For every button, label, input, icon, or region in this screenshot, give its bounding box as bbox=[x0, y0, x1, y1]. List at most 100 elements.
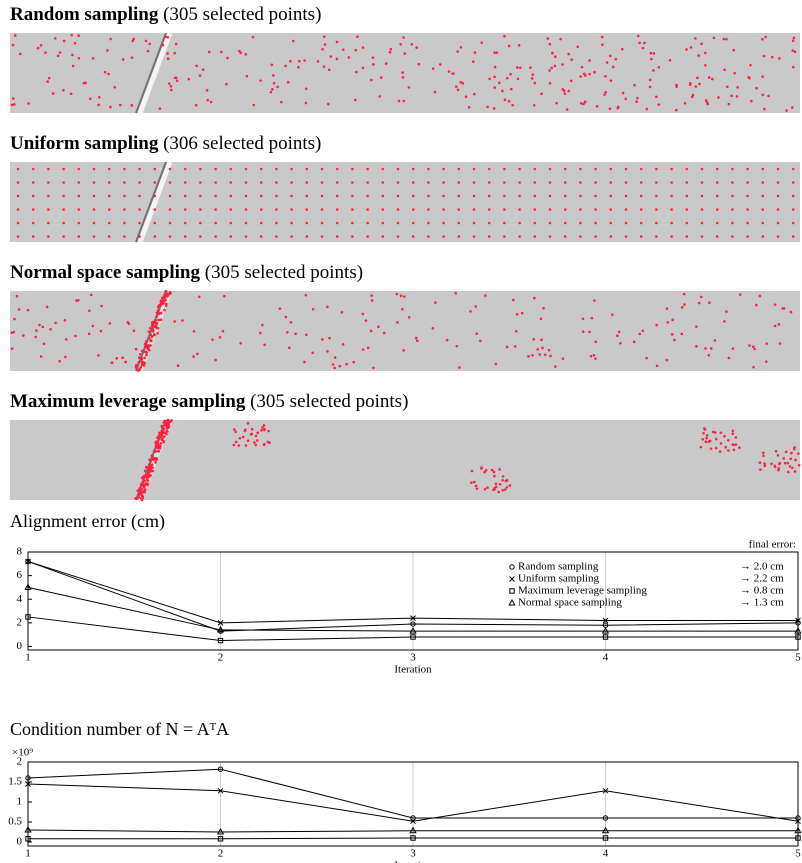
sample-dot bbox=[279, 307, 282, 310]
sample-dot bbox=[787, 471, 790, 474]
sample-dot bbox=[306, 235, 309, 238]
sample-dot bbox=[639, 333, 642, 336]
sample-dot bbox=[32, 168, 35, 171]
sample-dot bbox=[214, 222, 217, 225]
sample-dot bbox=[540, 317, 543, 320]
sample-dot bbox=[707, 354, 710, 357]
sample-dot bbox=[485, 469, 488, 472]
sample-dot bbox=[515, 330, 518, 333]
sample-dot bbox=[650, 52, 653, 55]
sample-dot bbox=[658, 66, 661, 69]
sample-dot bbox=[397, 195, 400, 198]
sample-dot bbox=[169, 181, 172, 184]
sample-dot bbox=[733, 72, 736, 75]
sample-dot bbox=[208, 51, 211, 54]
legend-label: Uniform sampling bbox=[518, 573, 599, 585]
sample-dot bbox=[640, 181, 643, 184]
legend-title: final error: bbox=[749, 539, 796, 551]
sample-dot bbox=[519, 66, 522, 69]
sample-dot bbox=[150, 466, 153, 469]
sample-dot bbox=[138, 356, 141, 359]
y-exponent: ×10⁹ bbox=[12, 747, 33, 759]
sample-dot bbox=[509, 73, 512, 76]
sample-dot bbox=[408, 316, 411, 319]
sample-dot bbox=[157, 446, 160, 449]
sample-dot bbox=[411, 43, 414, 46]
sample-dot bbox=[516, 66, 519, 69]
y-tick-label: 1.5 bbox=[8, 776, 22, 788]
sample-dot bbox=[321, 181, 324, 184]
sample-dot bbox=[750, 100, 753, 103]
sample-dot bbox=[785, 109, 788, 112]
sample-dot bbox=[470, 481, 473, 484]
sample-dot bbox=[549, 195, 552, 198]
sample-dot bbox=[656, 364, 659, 367]
sample-dot bbox=[306, 195, 309, 198]
sample-dot bbox=[351, 181, 354, 184]
sample-dot bbox=[646, 108, 649, 111]
sample-dot bbox=[390, 48, 393, 51]
sample-dot bbox=[220, 51, 223, 54]
sample-dot bbox=[11, 347, 14, 350]
sample-dot bbox=[336, 208, 339, 211]
sample-dot bbox=[230, 168, 233, 171]
sample-dot bbox=[746, 208, 749, 211]
sample-dot bbox=[792, 66, 795, 69]
sample-dot bbox=[446, 339, 449, 342]
sample-dot bbox=[791, 467, 794, 470]
sample-dot bbox=[588, 331, 591, 334]
sample-dot bbox=[731, 222, 734, 225]
sample-dot bbox=[499, 483, 502, 486]
sample-dot bbox=[493, 488, 496, 491]
sample-dot bbox=[625, 195, 628, 198]
legend-label: Maximum leverage sampling bbox=[518, 585, 647, 597]
sample-dot bbox=[549, 235, 552, 238]
sample-dot bbox=[733, 449, 736, 452]
sample-dot bbox=[142, 491, 145, 494]
sample-dot bbox=[285, 316, 288, 319]
sample-dot bbox=[345, 363, 348, 366]
sample-dot bbox=[184, 222, 187, 225]
sample-dot bbox=[735, 443, 738, 446]
sample-dot bbox=[720, 442, 723, 445]
panel-title-bold: Maximum leverage sampling bbox=[10, 391, 246, 412]
sample-dot bbox=[168, 82, 171, 85]
x-tick-label: 5 bbox=[795, 848, 801, 860]
legend-final-error: → 1.3 cm bbox=[740, 597, 784, 609]
sample-dot bbox=[506, 346, 509, 349]
sample-dot bbox=[716, 168, 719, 171]
sample-dot bbox=[427, 235, 430, 238]
sample-dot bbox=[529, 66, 532, 69]
sample-dot bbox=[752, 366, 755, 369]
sample-dot bbox=[762, 222, 765, 225]
sample-dot bbox=[427, 168, 430, 171]
legend-entry: Normal space sampling→ 1.3 cm bbox=[509, 597, 784, 609]
sample-dot bbox=[156, 332, 159, 335]
sample-dot bbox=[62, 235, 65, 238]
sample-dot bbox=[146, 348, 149, 351]
sample-dot bbox=[503, 195, 506, 198]
sample-dot bbox=[181, 319, 184, 322]
sample-dot bbox=[564, 181, 567, 184]
sample-dot bbox=[18, 308, 21, 311]
sample-dot bbox=[138, 222, 141, 225]
sample-dot bbox=[62, 168, 65, 171]
sample-dot bbox=[158, 436, 161, 439]
sample-dot bbox=[564, 195, 567, 198]
sample-dot bbox=[195, 104, 198, 107]
sample-dot bbox=[759, 295, 762, 298]
sample-dot bbox=[549, 222, 552, 225]
x-axis-label: Iteration bbox=[394, 860, 432, 863]
sample-dot bbox=[17, 181, 20, 184]
sample-dot bbox=[199, 74, 202, 77]
sample-dot bbox=[686, 195, 689, 198]
sample-dot bbox=[670, 222, 673, 225]
sample-dot bbox=[731, 235, 734, 238]
sample-dot bbox=[47, 235, 50, 238]
x-tick-label: 5 bbox=[795, 652, 801, 664]
sample-dot bbox=[706, 103, 709, 106]
sample-dot bbox=[162, 302, 165, 305]
sample-dot bbox=[508, 100, 511, 103]
sample-dot bbox=[93, 235, 96, 238]
sample-dot bbox=[223, 295, 226, 298]
